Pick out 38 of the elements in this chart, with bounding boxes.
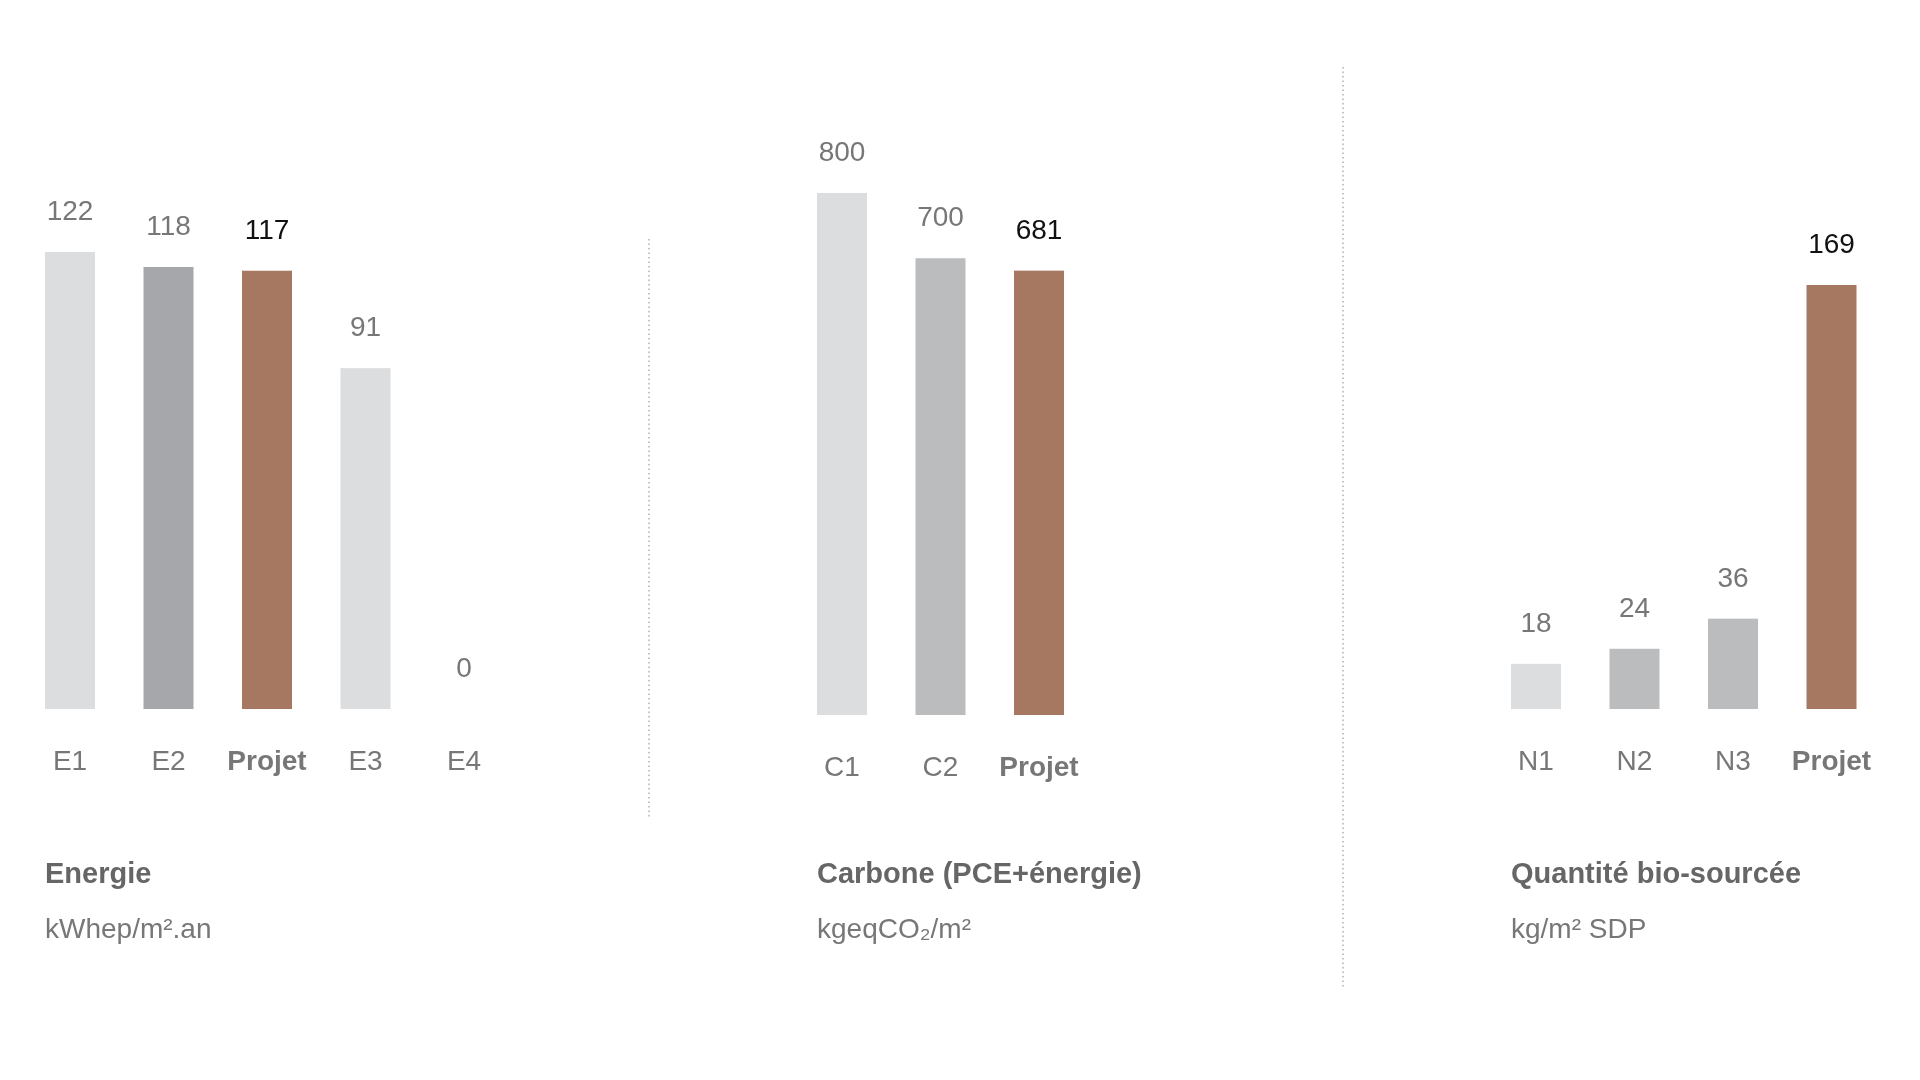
bar (340, 368, 391, 709)
data-label: 0 (456, 652, 472, 683)
bar (1609, 648, 1660, 709)
x-tick-label: C2 (922, 751, 959, 782)
x-tick-label: Projet (999, 751, 1079, 782)
data-label: 91 (349, 311, 382, 343)
data-label: 24 (1618, 591, 1651, 623)
data-label: 700 (917, 201, 964, 233)
data-label: 36 (1717, 561, 1749, 593)
bar (1511, 663, 1561, 709)
x-tick-label: E4 (446, 745, 482, 776)
text: Carbone (PCE+énergie) (817, 857, 1142, 889)
data-label: 681 (1015, 213, 1063, 245)
x-tick-label: N3 (1715, 745, 1751, 776)
text: Energie (45, 857, 152, 889)
data-label: 117 (244, 213, 290, 245)
data-label: 118 (146, 209, 191, 241)
x-tick-label: Projet (1791, 745, 1872, 776)
x-tick-label: E3 (348, 745, 383, 776)
text: kg/m² SDP (1511, 913, 1647, 944)
x-tick-label: N1 (1518, 745, 1554, 776)
bar (1708, 618, 1758, 709)
text: kgeqCO₂/m² (817, 913, 972, 944)
bar (242, 270, 292, 709)
data-label: 800 (818, 136, 866, 167)
text: Quantité bio-sourcée (1511, 857, 1802, 889)
data-label: 122 (46, 195, 94, 226)
bar (45, 252, 95, 709)
x-tick-label: E2 (151, 745, 186, 776)
data-label: 18 (1520, 606, 1552, 638)
x-tick-label: C1 (824, 751, 860, 782)
data-label: 169 (1808, 228, 1855, 259)
bar (143, 266, 194, 709)
x-tick-label: E1 (52, 745, 88, 776)
text: kWhep/m².an (45, 913, 212, 944)
x-tick-label: N2 (1616, 745, 1653, 776)
bar (1806, 285, 1857, 709)
x-tick-label: Projet (227, 745, 307, 776)
